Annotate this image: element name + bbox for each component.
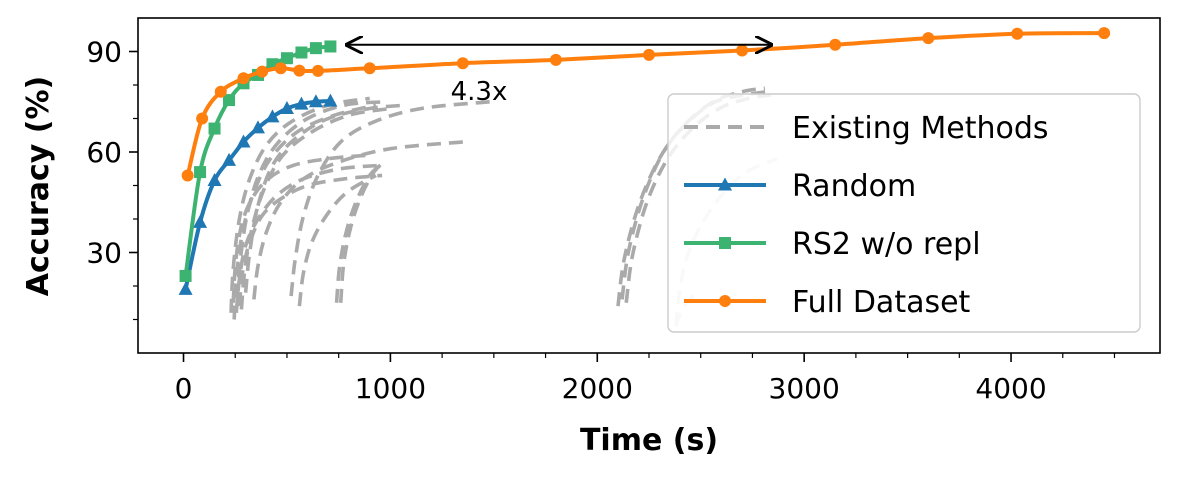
full-dataset-point [214,85,227,98]
full-dataset-point [181,169,194,182]
y-tick-label: 90 [86,36,122,69]
existing-method-line [239,106,391,310]
legend-marker-random [718,177,732,191]
random-point [222,152,237,166]
full-dataset-point [363,62,376,75]
legend-label-full-dataset: Full Dataset [792,285,971,320]
y-axis: 30 60 90 [86,36,138,321]
y-tick-label: 30 [86,237,122,270]
rs2-w-o-repl-point [266,58,279,71]
x-tick-label: 1000 [355,372,426,405]
x-tick-label: 2000 [562,372,633,405]
y-axis-title: Accuracy (%) [21,76,56,296]
existing-method-line [289,100,490,297]
legend-box [667,93,1141,333]
full-dataset-point [311,64,324,77]
full-dataset-point [456,57,469,70]
full-dataset-point [237,72,250,85]
existing-method-line [231,153,366,303]
full-dataset-point [1098,27,1111,40]
existing-method-line [243,103,408,293]
random-point [265,109,280,123]
random-point [193,214,208,228]
speedup-annotation: 4.3x [347,45,771,107]
full-dataset-point [293,64,306,77]
rs2-w-o-repl-point [179,269,192,282]
speedup-label: 4.3x [451,77,508,107]
rs2-w-o-repl-point [295,46,308,59]
existing-method-line [234,163,381,313]
rs2-w-o-repl-point [309,42,322,55]
existing-method-line [297,173,377,307]
x-tick-label: 0 [175,372,193,405]
existing-method-line [338,160,386,303]
full-dataset-point [549,53,562,66]
legend-marker-rs2-w-o-repl [719,237,731,249]
existing-method-line [237,173,383,307]
existing-method-line [616,86,766,307]
full-dataset-point [922,32,935,45]
full-dataset-point [829,38,842,51]
rs2-w-o-repl-point [194,166,207,179]
legend-label-existing-methods: Existing Methods [792,111,1049,146]
full-dataset-point [274,62,287,75]
existing-method-line [252,140,463,300]
rs2-w-o-repl-point [208,122,221,135]
legend: Existing Methods Random RS2 w/o repl Full D… [667,93,1141,333]
random-point [308,94,323,108]
rs2-w-o-repl-point [223,94,236,107]
random-point [236,134,251,148]
rs2-w-o-repl-point [280,52,293,65]
full-dataset-point [1011,27,1024,40]
full-dataset-point [736,44,749,57]
rs2-w-o-repl-point [324,40,337,53]
full-dataset-point [256,65,269,78]
random-point [178,281,193,295]
x-tick-label: 3000 [769,372,840,405]
existing-method-line [235,100,387,300]
x-axis: 0 1000 2000 3000 4000 [175,353,1116,405]
full-dataset-point [643,48,655,61]
x-tick-label: 4000 [975,372,1046,405]
legend-label-random: Random [792,169,916,204]
legend-marker-full-dataset [719,295,731,307]
random-point [323,93,338,107]
random-point [207,172,222,186]
random-point [250,120,265,134]
random-point [279,100,294,114]
full-dataset-point [196,112,209,125]
legend-label-rs2-w-o-repl: RS2 w/o repl [792,227,981,262]
x-axis-title: Time (s) [580,423,718,458]
y-tick-label: 60 [86,136,122,169]
random-point [294,96,309,110]
